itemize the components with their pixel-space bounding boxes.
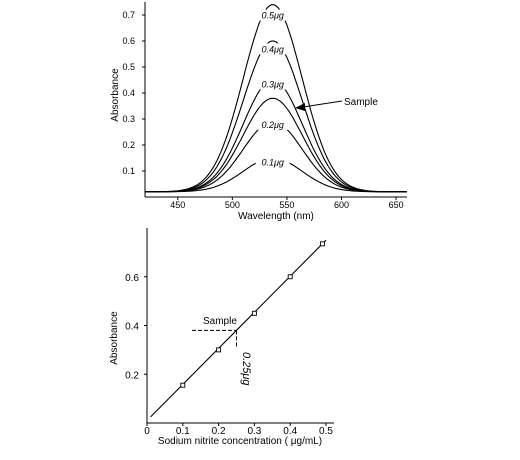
spectrum-curve-0-25-g	[145, 97, 407, 193]
spectra-y-axis-label: Absorbance	[110, 68, 121, 122]
spectra-x-tick-label: 500	[225, 200, 240, 210]
calibration-fit-line	[150, 239, 327, 418]
calibration-sample-value-label: 0.25μg	[240, 352, 252, 386]
curve-label-background	[255, 9, 290, 21]
curve-label-0-3-g: 0.3μg	[261, 80, 283, 90]
calibration-x-tick-label: 0.5	[319, 426, 333, 437]
curve-label-0-1-g: 0.1μg	[261, 158, 283, 168]
curve-label-background	[255, 118, 290, 130]
calibration-x-tick-label: 0.3	[247, 426, 261, 437]
calibration-data-point	[180, 382, 186, 388]
calibration-chart: 0.2 0.4 0.6 0 0.1 0.2 0.3 0.4 0.5 Sodium nitrit…	[109, 228, 334, 447]
spectra-y-tick-label: 0.2	[122, 140, 135, 150]
spectra-sample-annotation: Sample	[344, 97, 378, 108]
calibration-data-point	[251, 310, 257, 316]
sample-arrow-line	[302, 100, 343, 108]
spectrum-curve-0-5-g	[145, 4, 407, 193]
calibration-x-tick-label: 0.1	[176, 426, 190, 437]
calibration-y-axis-label: Absorbance	[109, 311, 120, 365]
spectra-y-tick-label: 0.5	[122, 62, 135, 72]
calibration-y-tick-label: 0.2	[125, 370, 139, 381]
calibration-y-tick-label: 0.4	[125, 322, 139, 333]
calibration-data-point	[319, 241, 325, 247]
curve-label-0-4-g: 0.4μg	[261, 44, 283, 54]
curve-label-background	[255, 156, 290, 168]
curve-label-background	[255, 43, 290, 55]
spectra-x-tick-label: 600	[334, 200, 349, 210]
spectrum-curve-0-4-g	[145, 40, 407, 193]
calibration-x-tick-label: 0	[144, 426, 150, 437]
spectra-y-tick-label: 0.7	[122, 10, 135, 20]
spectra-y-tick-label: 0.6	[122, 36, 135, 46]
calibration-data-point	[287, 274, 293, 280]
calibration-y-tick-label: 0.6	[125, 273, 139, 284]
calibration-x-tick-label: 0.4	[283, 426, 297, 437]
spectra-x-tick-label: 650	[389, 200, 404, 210]
calibration-x-axis-label: Sodium nitrite concentration ( μg/mL)	[158, 436, 322, 447]
spectra-y-tick-label: 0.3	[122, 114, 135, 124]
spectra-x-axis-label: Wavelength (nm)	[238, 211, 314, 222]
calibration-sample-label: Sample	[203, 316, 237, 327]
spectra-y-tick-label: 0.4	[122, 88, 135, 98]
curve-label-0-5-g: 0.5μg	[261, 11, 283, 21]
curve-label-0-2-g: 0.2μg	[261, 120, 283, 130]
sample-arrow-head	[295, 103, 305, 111]
curve-label-background	[255, 78, 290, 90]
calibration-data-point	[216, 347, 222, 353]
spectra-y-tick-label: 0.1	[122, 166, 135, 176]
spectra-x-tick-label: 550	[279, 200, 294, 210]
spectra-chart: 0.1 0.2 0.3 0.4 0.5 0.6 0.7 450 500 550 600 650 0.…	[110, 2, 407, 222]
calibration-x-tick-label: 0.2	[212, 426, 226, 437]
spectra-x-tick-label: 450	[170, 200, 185, 210]
